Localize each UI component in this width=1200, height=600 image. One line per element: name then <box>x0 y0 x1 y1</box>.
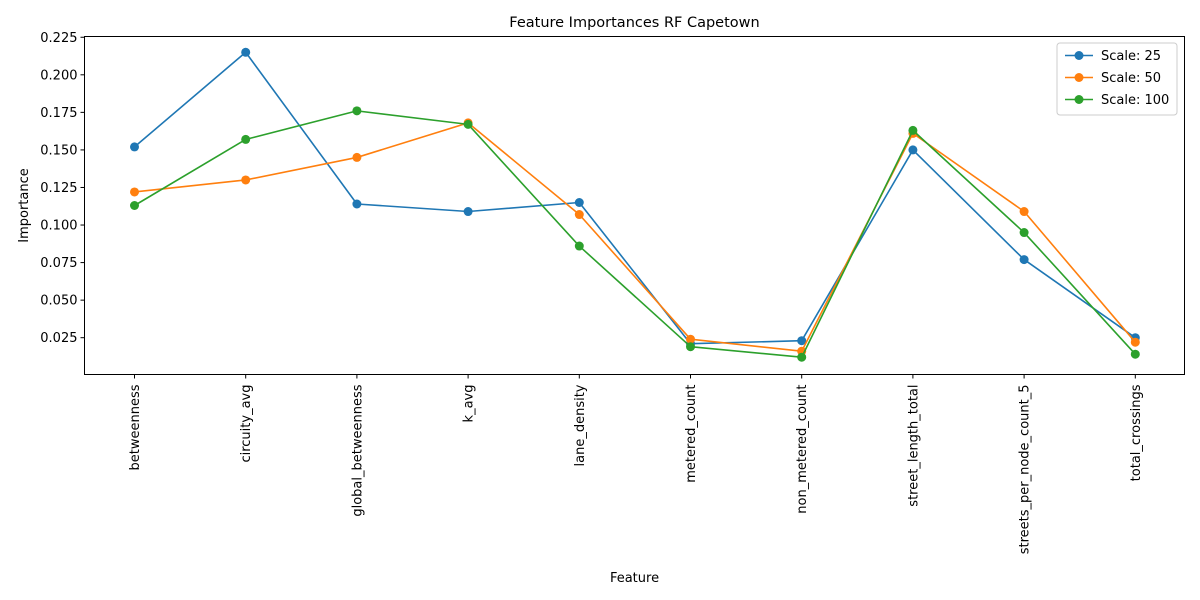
y-tick-label: 0.225 <box>40 31 77 46</box>
y-tick-label: 0.075 <box>40 256 77 271</box>
series-line <box>133 51 1136 345</box>
data-point <box>797 336 807 346</box>
x-tick-label: metered_count <box>684 385 699 483</box>
x-tick-label: streets_per_node_count_5 <box>1018 385 1033 555</box>
chart-title: Feature Importances RF Capetown <box>509 15 759 31</box>
plot-series <box>130 47 1140 362</box>
data-point <box>686 334 695 344</box>
legend-label: Scale: 50 <box>1101 71 1161 86</box>
legend-item: Scale: 25 <box>1065 49 1161 64</box>
legend-marker <box>1074 73 1084 82</box>
data-point <box>130 187 139 197</box>
x-tick-label: global_betweenness <box>350 384 365 516</box>
legend-marker <box>1074 51 1084 60</box>
data-point <box>463 119 473 129</box>
data-point <box>574 197 584 207</box>
legend-label: Scale: 25 <box>1101 49 1161 64</box>
data-point <box>352 152 362 162</box>
x-tick-label: k_avg <box>462 385 477 423</box>
series-3 <box>130 106 1140 362</box>
data-point <box>241 175 251 185</box>
y-axis: 0.025 0.050 0.075 0.100 0.125 0.150 0.175 0.200… <box>40 31 85 346</box>
data-point <box>241 134 251 144</box>
data-point <box>1019 228 1029 238</box>
legend-label: Scale: 100 <box>1101 93 1169 108</box>
x-axis: betweenness circuity_avg global_betweennes… <box>128 374 1144 555</box>
x-tick-label: lane_density <box>573 384 588 466</box>
x-axis-label: Feature <box>610 571 659 586</box>
data-point <box>908 125 918 135</box>
plot-area-frame <box>84 36 1185 375</box>
legend-marker <box>1074 95 1084 104</box>
data-point <box>1130 349 1140 359</box>
data-point <box>1019 255 1029 265</box>
data-point <box>1130 337 1140 347</box>
x-tick-label: street_length_total <box>906 385 921 507</box>
y-tick-label: 0.125 <box>40 181 77 196</box>
x-tick-label: non_metered_count <box>795 385 810 514</box>
series-line <box>134 110 1136 359</box>
data-point <box>130 142 139 152</box>
data-point <box>574 210 584 220</box>
legend-box <box>1056 42 1178 116</box>
data-point <box>908 145 918 155</box>
data-point <box>130 201 139 210</box>
series-line <box>134 122 1136 353</box>
data-point <box>463 207 473 217</box>
y-tick-label: 0.100 <box>40 219 77 234</box>
data-point <box>797 352 807 362</box>
x-tick-label: circuity_avg <box>239 385 254 463</box>
y-tick-label: 0.200 <box>40 68 77 83</box>
y-tick-label: 0.150 <box>40 143 77 158</box>
y-tick-label: 0.025 <box>40 331 77 346</box>
x-tick-label: betweenness <box>128 384 143 470</box>
x-tick-label: total_crossings <box>1129 384 1144 481</box>
data-point <box>574 241 584 251</box>
legend: Scale: 25 Scale: 50 Scale: 100 <box>1056 42 1178 116</box>
data-point <box>241 47 251 57</box>
data-point <box>352 199 362 209</box>
data-point <box>1019 207 1029 217</box>
data-point <box>352 106 362 116</box>
legend-item: Scale: 50 <box>1065 71 1161 86</box>
y-tick-label: 0.175 <box>40 106 77 121</box>
y-tick-label: 0.050 <box>40 294 77 309</box>
data-point <box>686 342 695 352</box>
y-axis-label: Importance <box>17 168 32 243</box>
legend-item: Scale: 100 <box>1065 93 1169 108</box>
